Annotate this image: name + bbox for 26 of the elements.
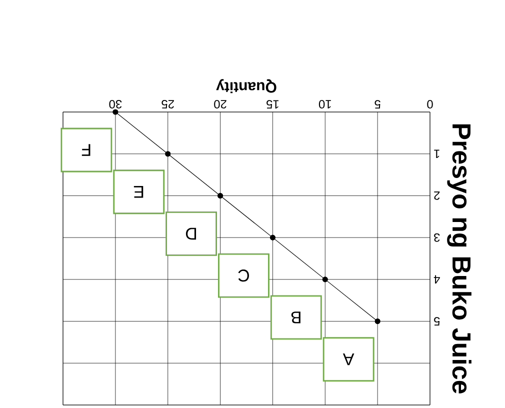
y-tick-label: 1 [434, 150, 440, 158]
point [112, 109, 118, 115]
x-tick-label: 10 [318, 100, 331, 108]
y-tick-label: 4 [434, 275, 440, 284]
x-tick-label: 30 [109, 100, 122, 108]
x-tick-label: 25 [162, 100, 174, 108]
point [270, 234, 276, 240]
annotation: F [82, 144, 90, 156]
x-tick-label: 5 [374, 100, 380, 108]
x-tick-label: 20 [214, 100, 226, 108]
annotation: D [186, 228, 196, 240]
y-tick-label: 2 [434, 191, 440, 200]
point [322, 276, 328, 282]
y-tick-label: 3 [434, 233, 440, 242]
point [165, 150, 171, 157]
x-axis-title: Quantity [216, 78, 276, 93]
annotation: A [342, 353, 354, 365]
annotation: C [238, 269, 249, 282]
x-tick-label: 15 [266, 100, 278, 108]
x-tick-label: 0 [427, 100, 433, 108]
annotation: E [134, 186, 144, 198]
y-tick-label: 5 [434, 316, 440, 326]
point [217, 192, 224, 198]
y-axis-title: Presyo ng Buko Juice [447, 124, 472, 394]
point [374, 318, 380, 324]
annotation: B [291, 311, 300, 324]
